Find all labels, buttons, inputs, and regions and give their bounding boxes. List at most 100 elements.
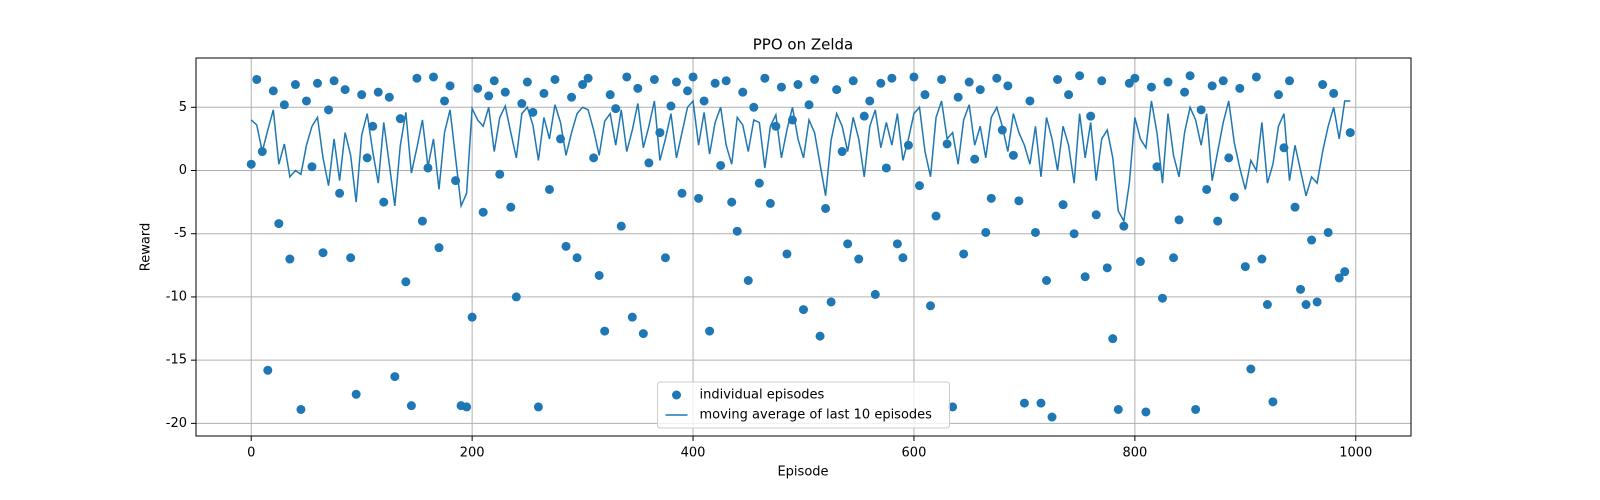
data-point — [417, 216, 427, 226]
data-point — [832, 85, 842, 95]
data-point — [948, 402, 958, 412]
data-point — [1058, 200, 1068, 210]
x-tick-label: 1000 — [1339, 446, 1372, 461]
data-point — [1097, 76, 1107, 86]
data-point — [1202, 184, 1212, 194]
data-point — [870, 289, 880, 299]
data-point — [782, 249, 792, 259]
data-point — [1080, 272, 1090, 282]
data-point — [644, 158, 654, 168]
data-point — [279, 100, 289, 110]
data-point — [533, 402, 543, 412]
data-point — [346, 253, 356, 263]
data-point — [649, 74, 659, 84]
y-tick-label: -15 — [166, 353, 187, 368]
data-point — [296, 404, 306, 414]
data-point — [1296, 284, 1306, 294]
data-point — [1146, 82, 1156, 92]
data-point — [914, 181, 924, 191]
y-tick-label: -10 — [166, 289, 187, 304]
data-point — [1251, 72, 1261, 82]
data-point — [1036, 398, 1046, 408]
data-point — [666, 101, 676, 111]
data-point — [898, 253, 908, 263]
data-point — [600, 326, 610, 336]
data-point — [1273, 90, 1283, 100]
data-point — [754, 178, 764, 188]
data-point — [572, 253, 582, 263]
data-point — [881, 163, 891, 173]
y-axis-label: Reward — [139, 223, 154, 271]
data-point — [683, 86, 693, 96]
plot-frame — [195, 57, 1412, 437]
data-point — [412, 73, 422, 83]
data-point — [395, 114, 405, 124]
data-point — [843, 239, 853, 249]
data-point — [964, 77, 974, 87]
data-point — [1025, 96, 1035, 106]
data-point — [428, 72, 438, 82]
data-point — [738, 87, 748, 97]
data-point — [721, 76, 731, 86]
data-point — [1191, 404, 1201, 414]
data-point — [252, 74, 262, 84]
data-point — [1345, 128, 1355, 138]
data-point — [373, 87, 383, 97]
legend-box — [657, 381, 950, 429]
data-point — [324, 105, 334, 115]
legend: individual episodes moving average of las… — [657, 381, 950, 429]
data-point — [445, 81, 455, 91]
data-point — [313, 78, 322, 88]
y-tick-label: -5 — [174, 226, 187, 241]
data-point — [981, 227, 991, 237]
x-tick-label: 200 — [460, 446, 485, 461]
data-point — [561, 241, 571, 251]
data-point — [876, 78, 886, 88]
data-point — [1014, 196, 1024, 206]
data-point — [1069, 229, 1079, 239]
x-tick-label: 800 — [1122, 446, 1147, 461]
data-point — [1224, 153, 1234, 163]
data-point — [837, 147, 847, 157]
data-point — [627, 312, 637, 322]
data-point — [1290, 202, 1300, 212]
data-point — [1152, 162, 1162, 172]
data-point — [1318, 80, 1328, 90]
data-point — [1157, 293, 1167, 303]
legend-label: individual episodes — [700, 388, 825, 403]
data-point — [826, 297, 836, 307]
data-point — [865, 96, 875, 106]
data-point — [1229, 192, 1239, 202]
data-point — [1196, 105, 1206, 115]
data-point — [931, 211, 941, 221]
data-point — [1323, 227, 1333, 237]
data-point — [368, 121, 378, 131]
data-point — [986, 193, 996, 203]
y-tick-label: 0 — [179, 163, 187, 178]
data-point — [694, 193, 704, 203]
legend-marker — [672, 390, 681, 400]
line-series — [250, 99, 1351, 224]
data-point — [705, 326, 715, 336]
data-point — [660, 253, 670, 263]
data-point — [1030, 227, 1040, 237]
data-point — [384, 92, 394, 102]
data-point — [1042, 276, 1051, 286]
data-point — [776, 82, 786, 92]
data-point — [544, 184, 554, 194]
data-point — [318, 248, 328, 258]
data-point — [975, 85, 985, 95]
data-point — [970, 154, 980, 164]
data-point — [1003, 81, 1013, 91]
data-point — [489, 76, 499, 86]
data-point — [909, 72, 919, 82]
x-axis-label: Episode — [777, 465, 828, 480]
chart-title: PPO on Zelda — [753, 36, 854, 54]
data-point — [1180, 87, 1190, 97]
data-point — [1130, 73, 1140, 83]
x-tick-label: 600 — [902, 446, 927, 461]
data-point — [859, 111, 869, 121]
data-point — [937, 74, 947, 84]
data-point — [290, 80, 300, 90]
